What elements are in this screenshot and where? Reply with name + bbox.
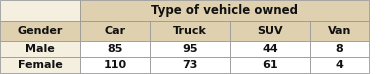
Text: Truck: Truck bbox=[173, 26, 207, 36]
Bar bbox=[150, 41, 230, 57]
Bar bbox=[230, 21, 310, 41]
Text: 73: 73 bbox=[182, 60, 197, 70]
Text: 85: 85 bbox=[107, 44, 123, 54]
Text: Van: Van bbox=[328, 26, 351, 36]
Bar bbox=[0, 41, 80, 57]
Bar bbox=[0, 57, 80, 73]
Bar bbox=[0, 0, 80, 21]
Bar bbox=[310, 57, 369, 73]
Text: Type of vehicle owned: Type of vehicle owned bbox=[151, 4, 298, 17]
Text: 61: 61 bbox=[262, 60, 278, 70]
Text: Car: Car bbox=[104, 26, 126, 36]
Text: 95: 95 bbox=[182, 44, 197, 54]
Bar bbox=[150, 21, 230, 41]
Bar bbox=[80, 41, 150, 57]
Text: Female: Female bbox=[18, 60, 63, 70]
Text: Gender: Gender bbox=[17, 26, 63, 36]
Bar bbox=[310, 21, 369, 41]
Text: Male: Male bbox=[25, 44, 55, 54]
Text: 8: 8 bbox=[335, 44, 343, 54]
Bar bbox=[80, 21, 150, 41]
Text: 4: 4 bbox=[335, 60, 343, 70]
Bar bbox=[80, 0, 369, 21]
Bar bbox=[0, 21, 80, 41]
Bar bbox=[80, 57, 150, 73]
Bar bbox=[230, 57, 310, 73]
Bar bbox=[230, 41, 310, 57]
Text: 110: 110 bbox=[103, 60, 127, 70]
Bar bbox=[310, 41, 369, 57]
Text: 44: 44 bbox=[262, 44, 278, 54]
Text: SUV: SUV bbox=[257, 26, 283, 36]
Bar bbox=[150, 57, 230, 73]
